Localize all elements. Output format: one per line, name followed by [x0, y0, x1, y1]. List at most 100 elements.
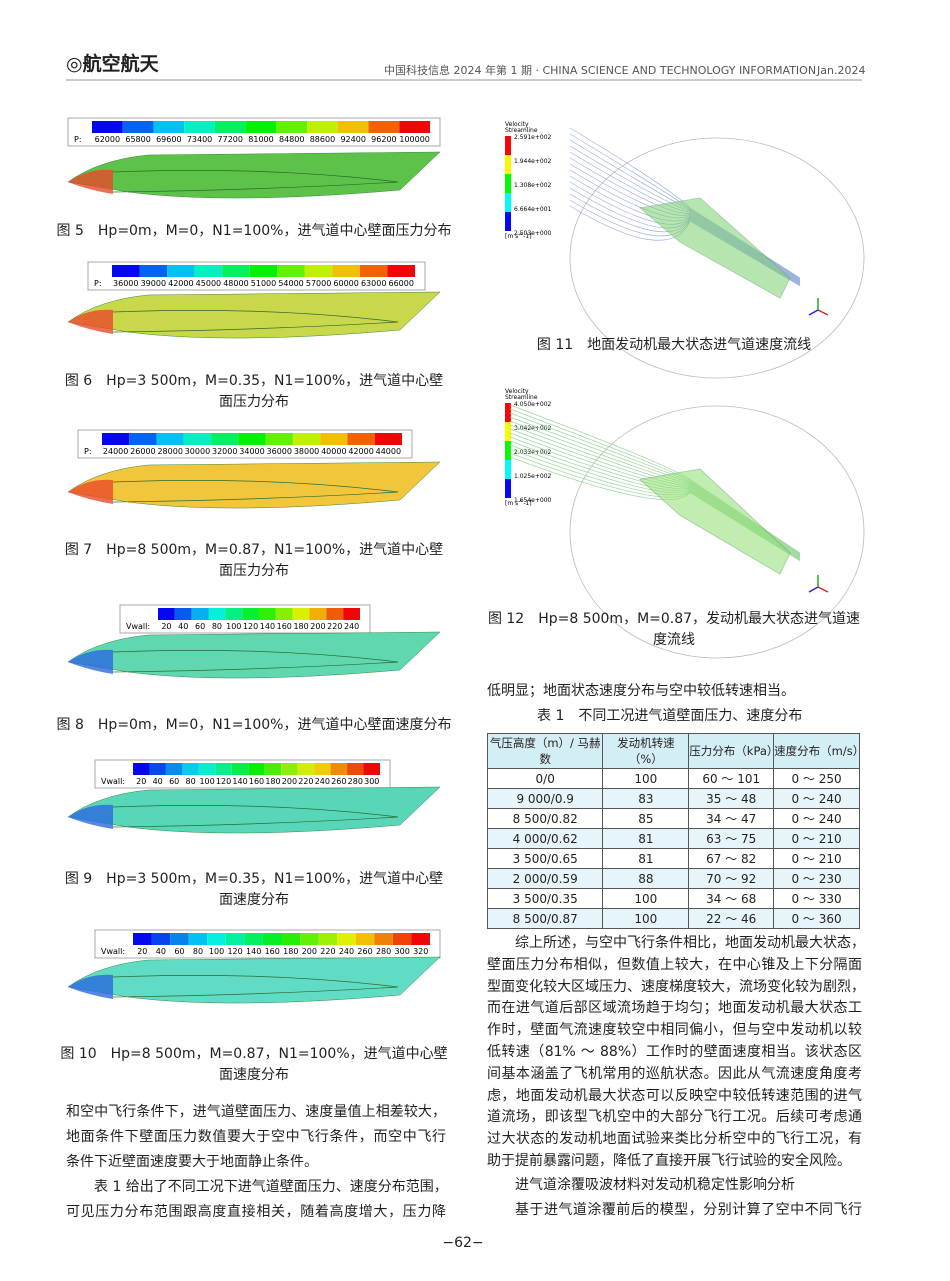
legend-swatch	[170, 933, 189, 945]
legend-title: Velocity	[505, 121, 529, 128]
aircraft-inlet	[112, 170, 399, 193]
legend-label: 40000	[321, 447, 346, 456]
legend-label: 54000	[278, 279, 303, 288]
legend-title: Streamline	[505, 127, 538, 134]
aircraft-inlet	[112, 310, 399, 333]
paragraph-line: 虑，地面发动机最大状态可以反映空中较低转速范围的进气	[487, 1087, 862, 1104]
legend-swatch	[262, 933, 282, 945]
legend-label: 80	[193, 947, 203, 956]
figure-caption: 图 11 地面发动机最大状态进气道速度流线	[536, 337, 812, 353]
paragraph-line: 型面变化较大区域压力、速度梯度较大，流场变化较为剧烈，	[487, 978, 865, 995]
legend-label: 240	[315, 777, 330, 786]
legend-unit: [m s^-1]	[505, 500, 532, 507]
table-header-cell: 气压高度（m）/ 马赫数	[486, 733, 604, 769]
legend-label: 260	[357, 947, 372, 956]
legend-swatch	[343, 608, 360, 620]
legend-swatch	[133, 933, 152, 945]
legend-swatch	[399, 121, 430, 133]
table-cell: 0/0	[486, 768, 604, 789]
legend-label: 32000	[212, 447, 237, 456]
table-cell: 0 ～ 330	[773, 888, 860, 909]
paragraph-line: 低明显；地面状态速度分布与空中较低转速相当。	[487, 683, 795, 699]
legend-label: 3.042e+002	[514, 425, 552, 432]
table-cell: 0 ～ 230	[773, 868, 860, 889]
table-cell: 0 ～ 210	[773, 828, 860, 849]
legend-swatch	[505, 155, 511, 174]
aircraft-nose	[68, 974, 113, 999]
table-cell: 0 ～ 240	[773, 808, 860, 829]
legend-swatch	[207, 933, 226, 945]
legend-swatch	[304, 265, 333, 277]
legend-swatch	[151, 933, 171, 945]
legend-label: 180	[293, 622, 308, 631]
aircraft-inlet	[112, 650, 399, 673]
legend-label: 220	[298, 777, 313, 786]
table-cell: 100	[602, 888, 690, 909]
table-cell: 3 500/0.65	[486, 848, 604, 869]
legend-swatch	[411, 933, 430, 945]
legend-title: Velocity	[505, 388, 529, 395]
legend-swatch	[198, 763, 216, 775]
legend-label: 73400	[187, 135, 212, 144]
page-number: −62−	[442, 1235, 484, 1251]
legend-swatch	[374, 433, 402, 445]
axis-triad	[817, 309, 829, 316]
legend-prefix: P:	[94, 279, 102, 288]
figure-caption: 图 7 Hp=8 500m，M=0.87，N1=100%，进气道中心壁	[64, 542, 444, 558]
legend-label: 40	[153, 777, 163, 786]
paragraph-line: 低转速（81% ～ 88%）工作时的壁面速度相当。该状态区	[487, 1044, 862, 1060]
legend-swatch	[102, 433, 130, 445]
legend-swatch	[355, 933, 375, 945]
legend-label: 100	[199, 777, 214, 786]
aircraft-inlet	[112, 480, 399, 503]
legend-swatch	[368, 121, 400, 133]
legend-label: 62000	[95, 135, 120, 144]
legend-label: 1.308e+002	[514, 182, 552, 189]
legend-label: 140	[232, 777, 247, 786]
legend-swatch	[242, 608, 259, 620]
legend-label: 140	[260, 622, 275, 631]
aircraft-body	[67, 291, 441, 339]
legend-label: 200	[302, 947, 317, 956]
legend-label: 180	[283, 947, 298, 956]
legend-label: 45000	[196, 279, 221, 288]
legend-swatch	[307, 121, 338, 133]
legend-swatch	[505, 193, 511, 212]
legend-label: 1.654e+000	[514, 497, 552, 504]
aircraft-inlet	[112, 975, 399, 998]
legend-label: 280	[348, 777, 363, 786]
legend-swatch	[387, 265, 415, 277]
table-cell: 67 ～ 82	[688, 848, 775, 869]
legend-swatch	[133, 763, 150, 775]
legend-swatch	[149, 763, 166, 775]
table-cell: 2 000/0.59	[486, 868, 604, 889]
legend-label: 120	[227, 947, 242, 956]
legend-swatch	[225, 608, 243, 620]
legend-label: 260	[331, 777, 346, 786]
aircraft-body	[67, 956, 441, 1004]
legend-swatch	[231, 763, 249, 775]
legend-swatch	[292, 608, 310, 620]
legend-label: 80	[186, 777, 196, 786]
legend-label: 26000	[130, 447, 155, 456]
table-cell: 60 ～ 101	[688, 768, 775, 789]
legend-swatch	[174, 608, 192, 620]
domain-outline	[569, 405, 865, 659]
legend-label: 44000	[376, 447, 401, 456]
axis-triad	[817, 586, 829, 593]
axis-triad	[808, 586, 819, 593]
legend-label: 2.503e+000	[514, 230, 552, 237]
legend-swatch	[330, 763, 348, 775]
legend-label: 300	[395, 947, 410, 956]
aircraft-body	[67, 786, 441, 834]
legend-swatch	[505, 174, 511, 193]
aircraft-body	[67, 631, 441, 679]
table-cell: 83	[602, 788, 690, 809]
figure-caption: 面压力分布	[219, 563, 289, 579]
legend-swatch	[165, 763, 183, 775]
legend-swatch	[300, 933, 319, 945]
journal-info: 中国科技信息 2024 年第 1 期 · CHINA SCIENCE AND T…	[384, 64, 817, 77]
table-cell: 63 ～ 75	[688, 828, 775, 849]
paragraph-line: 作时，壁面气流速度较空中相同偏小，但与空中发动机以较	[487, 1022, 862, 1039]
legend-label: 6.664e+001	[514, 206, 552, 213]
